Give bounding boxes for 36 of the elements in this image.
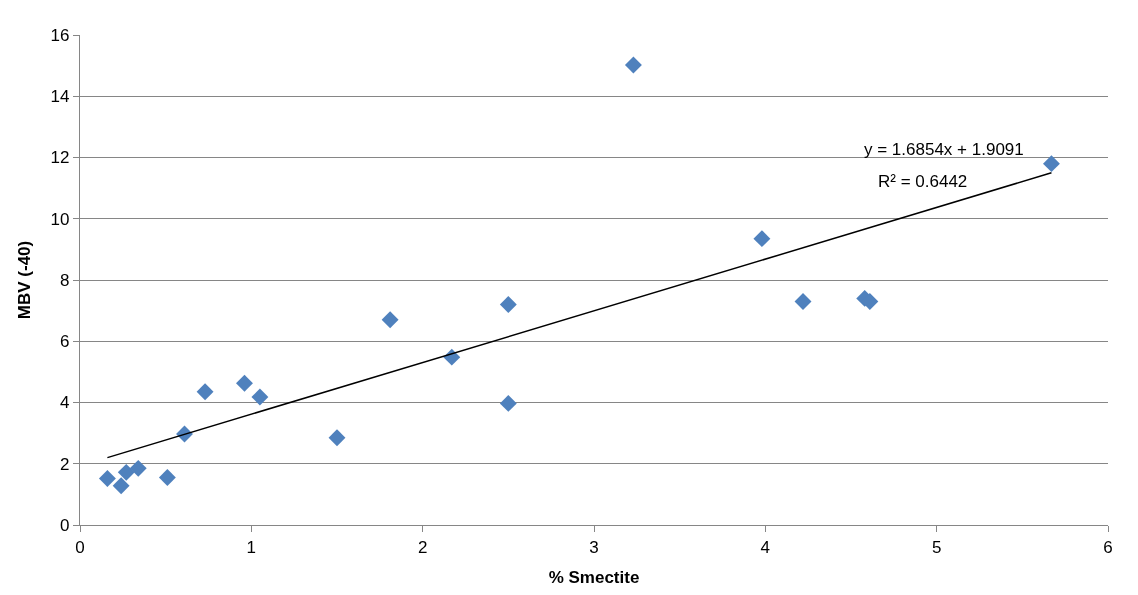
x-tick-label: 0 <box>75 537 85 557</box>
y-tick-label: 16 <box>50 25 70 45</box>
x-tick-label: 6 <box>1103 537 1113 557</box>
point <box>158 469 176 486</box>
y-tick-label: 10 <box>50 209 70 229</box>
y-tick-label: 2 <box>59 454 70 474</box>
annotation: R² = 0.6442 <box>878 172 968 191</box>
x-tick-label: 3 <box>589 537 599 557</box>
point <box>196 383 214 401</box>
point <box>328 429 346 447</box>
point <box>499 296 517 313</box>
x-tick-label: 5 <box>931 537 942 557</box>
point <box>1043 155 1060 173</box>
point <box>624 56 642 74</box>
y-tick-label: 14 <box>50 87 70 107</box>
point <box>236 374 253 392</box>
point <box>117 463 135 481</box>
y-tick-label: 8 <box>59 270 70 290</box>
y-tick-label: 12 <box>50 148 70 168</box>
x-tick-label: 1 <box>246 537 257 557</box>
x-axis-title: % Smectite <box>548 567 640 587</box>
point <box>381 311 399 329</box>
y-axis-title: MBV (-40) <box>15 240 35 320</box>
point <box>251 388 269 406</box>
x-tick-label: 2 <box>417 537 428 557</box>
y-tick-label: 0 <box>59 515 70 535</box>
y-tick-label: 4 <box>59 393 70 413</box>
point <box>753 230 771 248</box>
point <box>112 477 130 495</box>
x-tick-label: 4 <box>760 537 771 557</box>
point <box>499 394 517 412</box>
point <box>129 459 147 477</box>
point <box>794 292 812 310</box>
point <box>98 470 116 487</box>
annotation: y = 1.6854x + 1.9091 <box>864 140 1024 159</box>
y-tick-label: 6 <box>59 332 70 352</box>
